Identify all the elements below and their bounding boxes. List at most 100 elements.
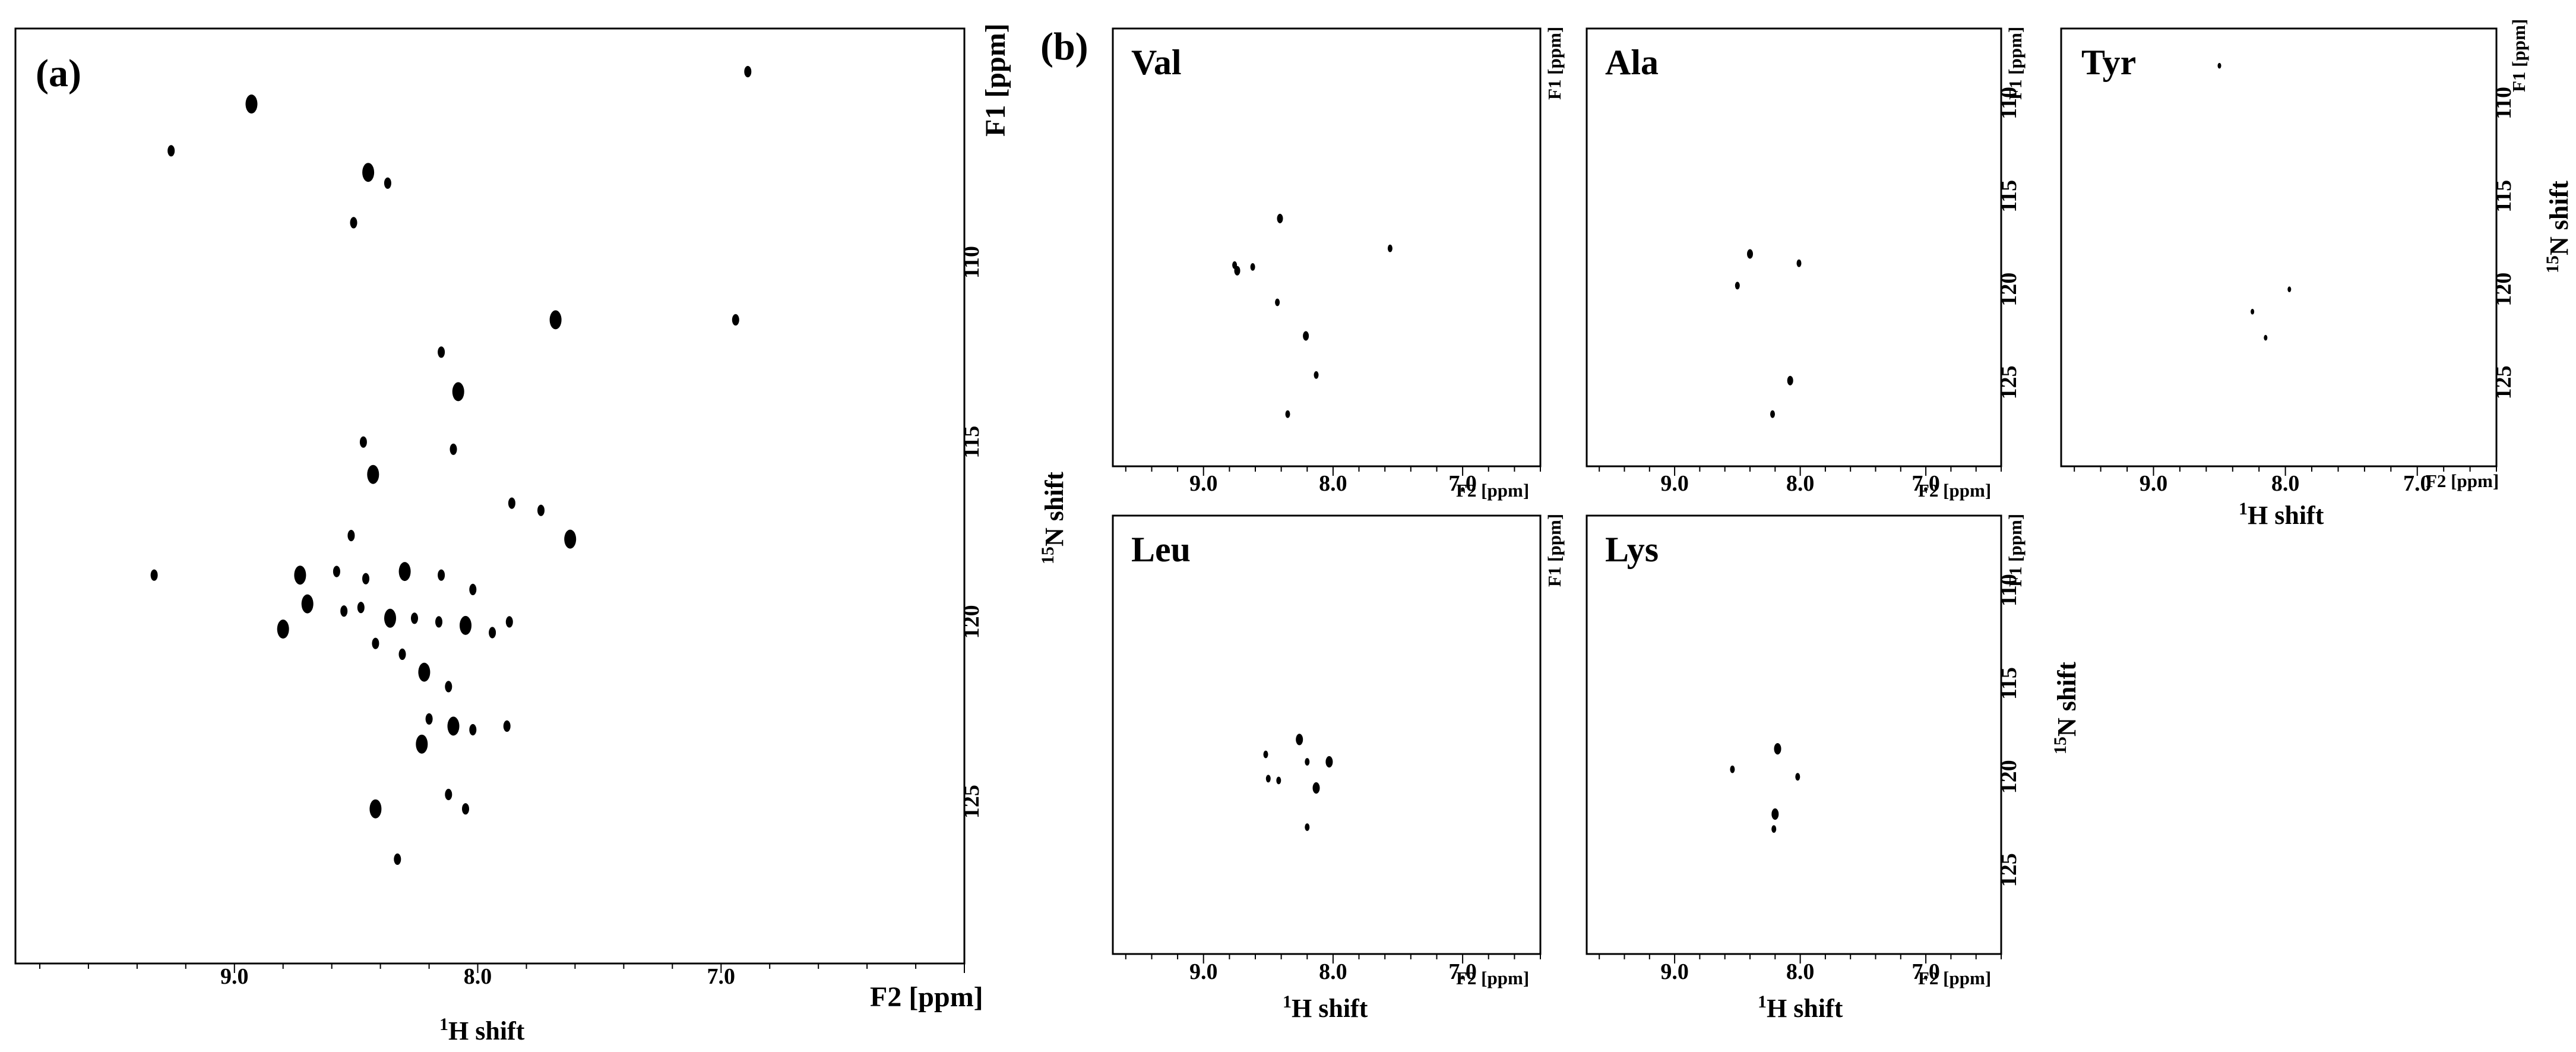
panel-a-x-ticks: 9.0 8.0 7.0 <box>39 963 965 989</box>
x-axis-title: 1H shift <box>439 1015 525 1045</box>
nmr-peak <box>357 602 365 614</box>
nmr-peak <box>2217 62 2221 69</box>
ala-y-ticks: 110 115 120 125 <box>1996 87 2021 399</box>
nmr-peak <box>1796 259 1802 267</box>
y-tick-label: 120 <box>1996 760 2021 794</box>
nmr-peak <box>1747 249 1753 259</box>
lys-y-ticks: 110 115 120 125 <box>1996 574 2021 887</box>
y-tick-label: 110 <box>959 246 984 279</box>
nmr-peak <box>1263 750 1268 759</box>
nmr-peak <box>1303 331 1309 341</box>
ala-frame <box>1586 27 2002 467</box>
nmr-peak <box>167 145 175 157</box>
nmr-peak <box>347 530 355 542</box>
y-tick-label: 120 <box>959 605 984 639</box>
lys-peaks <box>1730 743 1800 833</box>
panel-val: Val 9.0 8.0 7.0 F2 [ppm] F1 [ppm] <box>1112 27 1565 501</box>
nmr-peak <box>537 504 545 516</box>
val-x-ticks: 9.0 8.0 7.0 <box>1125 466 1541 496</box>
y-tick-label: 120 <box>2491 273 2516 307</box>
y-axis-main: N shift <box>1040 472 1069 546</box>
panel-a-y-ticks: 110 115 120 125 <box>959 246 984 819</box>
y-tick-label: 115 <box>959 426 984 459</box>
nmr-peak <box>732 314 739 326</box>
ala-x-ticks: 9.0 8.0 7.0 <box>1599 466 2002 496</box>
nmr-peak <box>367 465 379 484</box>
tyr-y-ticks: 110 115 120 125 <box>2491 87 2516 399</box>
val-peaks <box>1232 213 1393 418</box>
leu-peaks <box>1263 734 1333 831</box>
x-axis-sup: 1 <box>1758 992 1767 1012</box>
nmr-peak <box>447 716 460 736</box>
nmr-peak <box>359 436 367 448</box>
nmr-peak <box>277 620 289 639</box>
y-unit-label: F1 [ppm] <box>1544 27 1565 100</box>
y-tick-label: 110 <box>1996 87 2021 119</box>
y-unit-label: F1 [ppm] <box>1544 514 1565 587</box>
nmr-peak <box>469 724 477 736</box>
y-tick-label: 125 <box>1996 853 2021 887</box>
tyr-frame <box>2060 27 2498 467</box>
nmr-peak <box>1275 298 1280 307</box>
nmr-peak <box>1730 765 1735 773</box>
y-unit-label: F1 [ppm] <box>2508 19 2529 92</box>
y-unit-label: F1 [ppm] <box>2005 514 2026 587</box>
nmr-peak <box>1296 734 1303 745</box>
leu-frame <box>1112 514 1542 955</box>
panel-a-peaks <box>150 66 752 865</box>
panel-a-frame <box>14 27 966 965</box>
nmr-peak <box>1771 808 1779 820</box>
x-axis-sup: 1 <box>1283 992 1292 1012</box>
y-axis-main: N shift <box>2545 181 2574 255</box>
panel-a-label: (a) <box>36 52 81 95</box>
nmr-peak <box>245 94 258 114</box>
ala-peaks <box>1735 249 1802 418</box>
x-axis-sup: 1 <box>2239 499 2248 519</box>
panel-leu: Leu 9.0 8.0 7.0 F2 [ppm] F1 [ppm] 1H shi… <box>1112 514 1565 1023</box>
nmr-peak <box>394 853 401 865</box>
y-axis-title: 15N shift <box>2543 181 2574 273</box>
panel-tyr: Tyr 9.0 8.0 7.0 110 115 120 125 F2 [ppm]… <box>2060 19 2574 530</box>
nmr-peak <box>744 66 752 78</box>
nmr-peak <box>1787 375 1793 386</box>
y-tick-label: 125 <box>959 785 984 819</box>
y-unit-label: F1 [ppm] <box>980 23 1011 137</box>
nmr-peak <box>1277 213 1283 223</box>
x-axis-main: H shift <box>1292 994 1368 1023</box>
nmr-peak <box>294 566 306 585</box>
nmr-peak <box>1735 282 1740 290</box>
nmr-peak <box>445 681 452 693</box>
nmr-peak <box>469 583 477 596</box>
nmr-peak <box>411 612 418 624</box>
x-axis-sup: 1 <box>439 1015 448 1034</box>
y-tick-label: 115 <box>2491 180 2516 213</box>
panel-a: 9.0 8.0 7.0 110 115 120 125 F2 [ppm] F1 … <box>14 23 1069 1045</box>
y-axis-title: 15N shift <box>2050 662 2081 754</box>
y-tick-label: 120 <box>1996 273 2021 307</box>
nmr-peak <box>445 788 452 801</box>
nmr-peak <box>1285 410 1290 418</box>
x-axis-title: 1H shift <box>1283 992 1368 1023</box>
nmr-peak <box>2251 308 2255 315</box>
nmr-peak <box>1312 782 1320 794</box>
nmr-peak <box>2287 286 2292 292</box>
x-axis-main: H shift <box>2248 501 2324 530</box>
ala-title: Ala <box>1605 43 1659 82</box>
y-tick-label: 115 <box>1996 667 2021 700</box>
nmr-peak <box>398 648 406 660</box>
nmr-peak <box>508 497 515 509</box>
lys-frame <box>1586 514 2002 955</box>
nmr-peak <box>372 637 379 649</box>
y-axis-sup: 15 <box>2050 737 2070 754</box>
nmr-peak <box>1305 823 1310 831</box>
lys-title: Lys <box>1605 530 1659 569</box>
nmr-peak <box>1305 758 1310 766</box>
nmr-peak <box>1795 773 1800 781</box>
leu-x-ticks: 9.0 8.0 7.0 <box>1125 954 1541 984</box>
x-unit-label: F2 [ppm] <box>870 981 983 1013</box>
nmr-peak <box>438 346 445 358</box>
nmr-peak <box>418 662 431 682</box>
nmr-peak <box>462 803 469 815</box>
y-unit-label: F1 [ppm] <box>2005 27 2026 100</box>
nmr-peak <box>564 529 577 549</box>
